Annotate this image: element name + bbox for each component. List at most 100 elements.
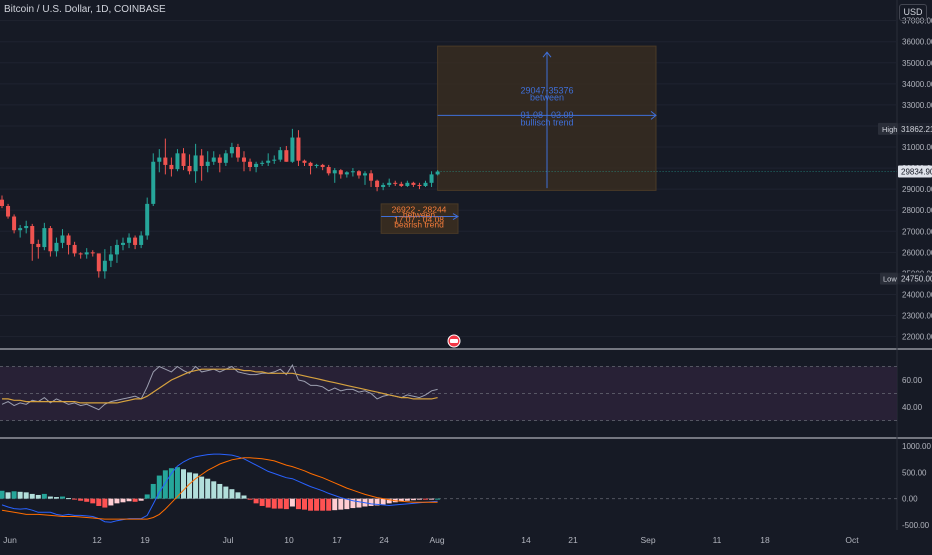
up-candle[interactable] [272,159,277,161]
up-candle[interactable] [175,153,180,170]
down-candle[interactable] [375,180,380,188]
currency-button[interactable]: USD [899,4,927,21]
macd-signal-line[interactable] [1,457,438,520]
up-candle[interactable] [54,242,59,252]
up-candle[interactable] [290,137,295,162]
macd-histogram-bar [78,498,84,501]
down-candle[interactable] [6,205,11,217]
up-candle[interactable] [60,235,65,243]
down-candle[interactable] [163,157,168,165]
down-candle[interactable] [417,184,422,186]
macd-histogram-bar [320,498,326,511]
down-candle[interactable] [235,147,240,158]
up-candle[interactable] [363,173,367,176]
up-candle[interactable] [229,147,234,154]
down-candle[interactable] [0,199,4,206]
symbol-title[interactable]: Bitcoin / U.S. Dollar, 1D, COINBASE [4,4,166,15]
down-candle[interactable] [199,155,204,166]
up-candle[interactable] [314,164,319,166]
up-candle[interactable] [223,153,228,163]
down-candle[interactable] [308,162,313,166]
down-candle[interactable] [78,253,83,255]
down-candle[interactable] [393,182,398,184]
up-candle[interactable] [405,182,410,186]
up-candle[interactable] [18,228,23,231]
bearish-projection-label: between [403,209,435,219]
down-candle[interactable] [338,170,343,175]
down-candle[interactable] [169,164,174,170]
macd-histogram-bar [259,498,265,506]
up-candle[interactable] [139,235,144,245]
up-candle[interactable] [435,171,440,175]
down-candle[interactable] [284,150,289,162]
time-axis-label: 24 [379,535,389,545]
up-candle[interactable] [193,155,198,172]
down-candle[interactable] [66,235,71,245]
up-candle[interactable] [102,260,107,272]
down-candle[interactable] [187,165,192,172]
up-candle[interactable] [278,150,283,160]
down-candle[interactable] [30,225,35,244]
up-candle[interactable] [260,162,265,164]
down-candle[interactable] [181,153,186,166]
up-candle[interactable] [332,170,337,174]
rsi-ma-line[interactable] [2,368,438,404]
macd-histogram-bar [120,498,126,503]
rsi-line[interactable] [1,364,438,411]
up-candle[interactable] [423,182,428,186]
up-candle[interactable] [381,184,386,188]
down-candle[interactable] [326,167,331,174]
down-candle[interactable] [399,183,404,186]
bearish-projection-box[interactable] [380,203,459,234]
down-candle[interactable] [36,243,41,248]
up-candle[interactable] [114,244,119,255]
macd-histogram-bar [187,472,193,499]
down-candle[interactable] [320,164,325,168]
down-candle[interactable] [242,157,246,162]
macd-histogram-bar [41,493,47,499]
up-candle[interactable] [108,254,113,261]
up-candle[interactable] [350,171,355,173]
down-candle[interactable] [72,244,77,254]
macd-histogram-bar [102,498,108,508]
down-candle[interactable] [296,137,301,161]
up-candle[interactable] [84,252,89,255]
up-candle[interactable] [429,174,434,183]
macd-histogram-bar [193,473,199,499]
down-candle[interactable] [133,237,138,245]
down-candle[interactable] [356,171,361,176]
up-candle[interactable] [151,161,156,204]
up-candle[interactable] [211,157,216,162]
time-axis-label: 12 [92,535,102,545]
macd-line[interactable] [1,453,438,523]
last-price-badge [898,165,932,178]
down-candle[interactable] [369,173,374,181]
up-candle[interactable] [157,157,162,162]
up-candle[interactable] [205,161,210,166]
down-candle[interactable] [248,161,253,168]
down-candle[interactable] [96,253,101,272]
up-candle[interactable] [121,242,125,245]
down-candle[interactable] [302,160,307,163]
time-axis-label: 11 [713,535,722,545]
up-candle[interactable] [266,160,271,163]
up-candle[interactable] [145,203,150,236]
up-candle[interactable] [344,172,349,175]
down-candle[interactable] [12,216,17,231]
up-candle[interactable] [254,163,259,168]
up-candle[interactable] [24,225,29,229]
down-candle[interactable] [48,228,53,252]
up-candle[interactable] [387,182,392,185]
down-candle[interactable] [90,252,95,254]
arrow-right-icon [452,213,459,220]
up-candle[interactable] [42,228,47,248]
price-tick-label: 28000.00 [902,206,932,215]
up-candle[interactable] [127,237,132,243]
macd-histogram-bar [11,491,17,499]
macd-histogram-bar [138,498,144,501]
down-candle[interactable] [217,157,222,163]
macd-histogram-bar [181,469,186,499]
down-candle[interactable] [411,182,416,185]
